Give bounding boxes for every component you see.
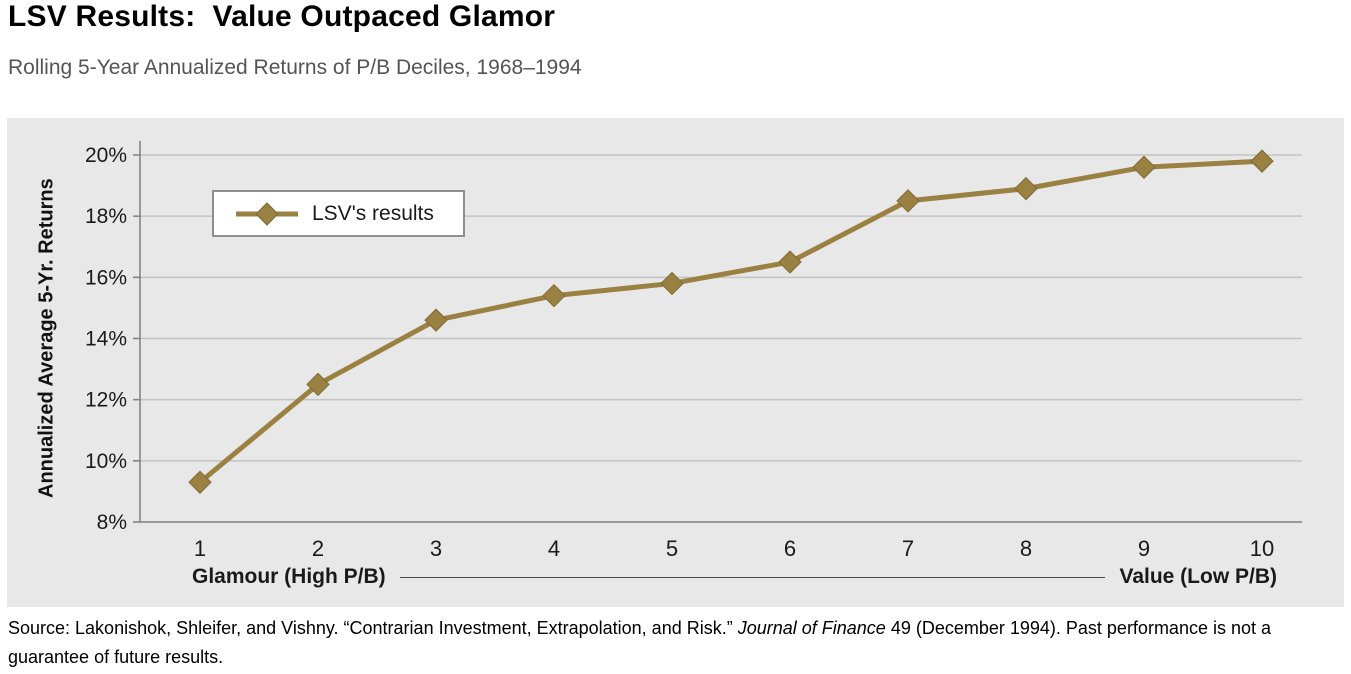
series-marker-diamond	[542, 283, 566, 308]
y-tick-label: 12%	[85, 389, 127, 412]
series-marker-diamond	[660, 271, 684, 296]
y-tick-label: 10%	[85, 450, 127, 473]
x-tick-label: 4	[548, 536, 560, 561]
source-text: Source: Lakonishok, Shleifer, and Vishny…	[8, 618, 738, 638]
legend: LSV's results	[212, 190, 465, 237]
source-journal-name: Journal of Finance	[737, 618, 886, 638]
y-tick-label: 14%	[85, 328, 127, 351]
y-axis-label: Annualized Average 5-Yr. Returns	[35, 178, 58, 499]
x-axis-caption-line	[399, 576, 1106, 578]
source-note: Source: Lakonishok, Shleifer, and Vishny…	[8, 614, 1346, 672]
series-marker-diamond	[424, 308, 448, 332]
x-tick-label: 2	[312, 536, 324, 561]
x-axis-captions: Glamour (High P/B) Value (Low P/B)	[192, 565, 1277, 589]
x-tick-label: 6	[784, 536, 796, 561]
x-tick-label: 8	[1020, 536, 1032, 561]
chart-panel: 8% 10% 12% 14% 16% 18% 20% 1 2 3 4 5 6 7 8 9 10 Annualiz…	[7, 118, 1344, 607]
series-line	[197, 158, 1265, 485]
x-tick-label: 7	[902, 536, 914, 561]
series-marker-diamond	[306, 372, 330, 397]
plot-svg: 8% 10% 12% 14% 16% 18% 20% 1 2 3 4 5 6 7 8 9 10	[85, 141, 1302, 561]
legend-series-marker-icon	[236, 201, 298, 226]
source-text-suffix: 49 (December 1994). Past performance is …	[8, 618, 1272, 667]
chart-subtitle: Rolling 5-Year Annualized Returns of P/B…	[8, 56, 582, 79]
x-tick-label: 1	[194, 536, 206, 561]
series-marker-diamond	[1132, 155, 1156, 179]
series-marker-diamond	[778, 250, 802, 274]
y-tick-label: 16%	[85, 266, 127, 289]
page-title: LSV Results: Value Outpaced Glamor	[8, 0, 556, 33]
y-tick-label: 20%	[85, 144, 127, 167]
x-tick-label: 3	[430, 536, 442, 561]
y-tick-label: 18%	[85, 205, 127, 228]
x-tick-label: 10	[1250, 536, 1274, 561]
x-axis-caption-right: Value (Low P/B)	[1119, 565, 1277, 588]
x-tick-label: 9	[1138, 536, 1150, 561]
series-marker-diamond	[188, 470, 212, 494]
series-marker-diamond	[1014, 176, 1038, 201]
legend-label: LSV's results	[312, 201, 434, 225]
y-tick-label: 8%	[97, 511, 127, 534]
series-marker-diamond	[896, 189, 920, 213]
x-tick-label: 5	[666, 536, 678, 561]
x-axis-caption-left: Glamour (High P/B)	[192, 565, 386, 588]
series-marker-diamond	[1250, 149, 1274, 173]
